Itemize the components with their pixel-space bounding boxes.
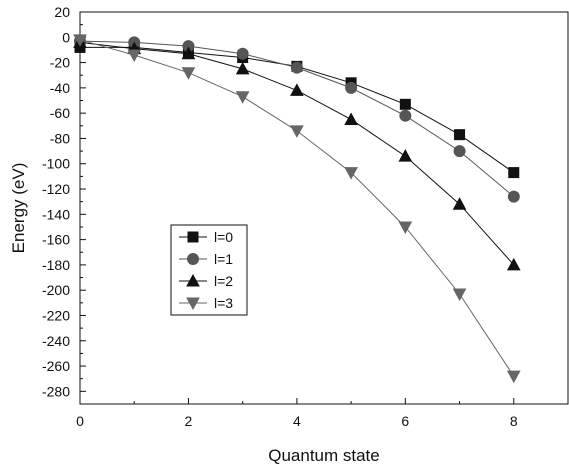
plot-frame: [80, 12, 568, 404]
legend-marker-0: [188, 232, 198, 242]
data-point-1: [400, 110, 411, 121]
y-tick-label: -20: [50, 55, 70, 71]
y-tick-label: -100: [42, 156, 70, 172]
y-tick-label: -180: [42, 257, 70, 273]
y-tick-label: -200: [42, 282, 70, 298]
y-tick-label: 0: [62, 29, 70, 45]
y-tick-label: -120: [42, 181, 70, 197]
data-point-2: [237, 63, 249, 74]
legend-marker-1: [188, 254, 199, 265]
data-point-3: [508, 371, 520, 382]
data-point-3: [291, 126, 303, 137]
y-tick-label: -280: [42, 383, 70, 399]
y-tick-label: -80: [50, 130, 70, 146]
legend-box: [171, 225, 247, 315]
data-point-1: [346, 82, 357, 93]
data-point-1: [237, 48, 248, 59]
data-point-2: [291, 84, 303, 95]
legend-label-1: l=1: [214, 251, 233, 267]
data-point-1: [508, 191, 519, 202]
data-point-3: [128, 50, 140, 61]
x-axis-title: Quantum state: [268, 446, 380, 465]
data-point-2: [399, 150, 411, 161]
series-layer: [74, 35, 520, 382]
data-point-3: [454, 289, 466, 300]
y-tick-label: -60: [50, 105, 70, 121]
y-tick-label: -260: [42, 358, 70, 374]
y-tick-label: -140: [42, 206, 70, 222]
x-tick-label: 2: [185, 413, 193, 429]
y-axis-title: Energy (eV): [9, 163, 28, 254]
y-tick-label: 20: [54, 4, 70, 20]
data-point-3: [237, 92, 249, 103]
data-point-1: [454, 146, 465, 157]
legend-label-2: l=2: [214, 273, 233, 289]
y-tick-label: -220: [42, 307, 70, 323]
data-point-2: [345, 113, 357, 124]
legend-label-0: l=0: [214, 229, 233, 245]
y-tick-label: -160: [42, 232, 70, 248]
axes-layer: 0 2 4 6 8 20 0 -20 -40 -60 -80 -100 -120 -140 -160 -180…: [42, 4, 568, 429]
x-tick-label: 0: [76, 413, 84, 429]
legend-label-3: l=3: [214, 295, 233, 311]
data-point-3: [399, 222, 411, 233]
y-tick-label: -40: [50, 80, 70, 96]
data-point-0: [509, 168, 519, 178]
data-point-0: [400, 99, 410, 109]
y-tick-label: -240: [42, 333, 70, 349]
data-point-3: [182, 68, 194, 79]
series-line-2: [80, 42, 514, 265]
legend: l=0 l=1 l=2 l=3: [171, 225, 247, 315]
x-tick-label: 6: [401, 413, 409, 429]
data-point-0: [455, 130, 465, 140]
data-point-1: [291, 62, 302, 73]
x-tick-label: 4: [293, 413, 301, 429]
x-tick-label: 8: [510, 413, 518, 429]
